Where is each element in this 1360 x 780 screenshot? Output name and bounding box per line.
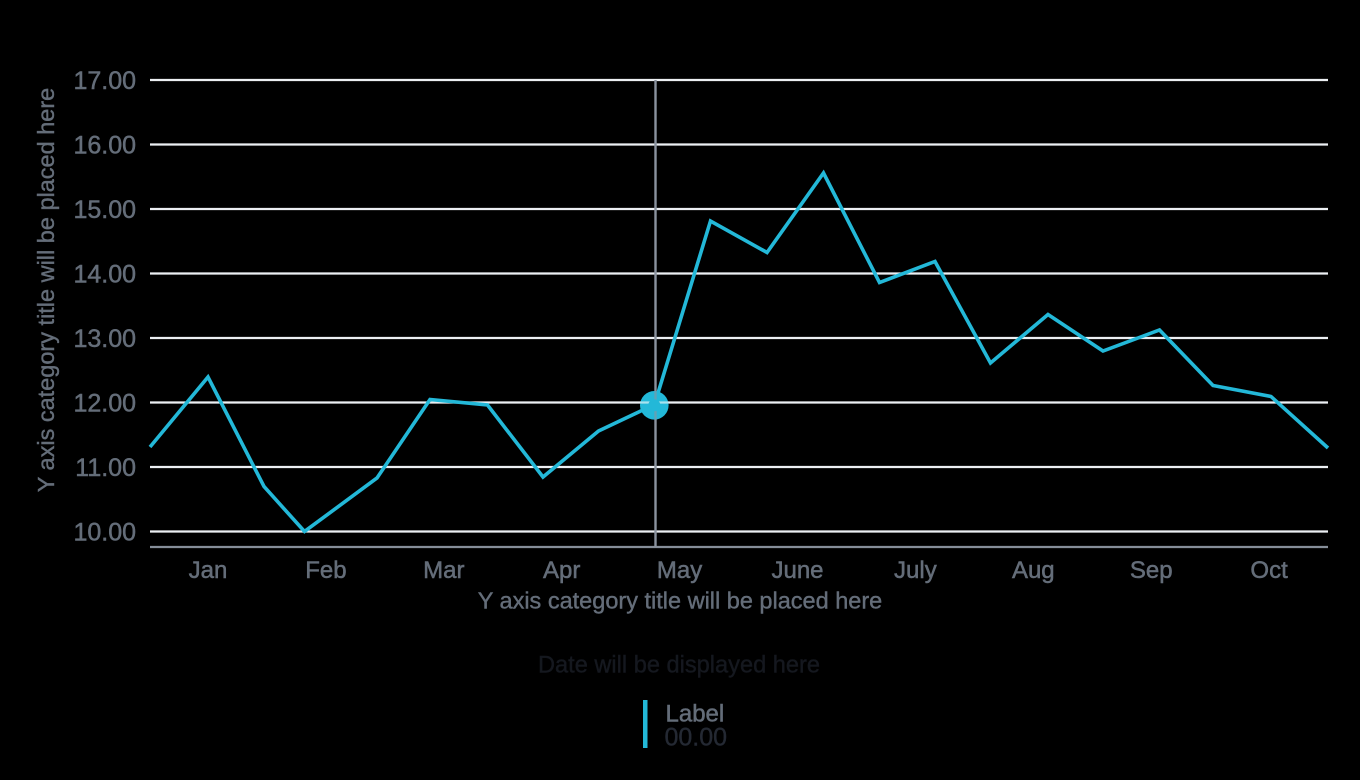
- svg-text:Y axis category title will be: Y axis category title will be placed her…: [478, 588, 883, 614]
- svg-text:17.00: 17.00: [73, 67, 136, 95]
- svg-text:Mar: Mar: [423, 557, 464, 584]
- svg-text:June: June: [771, 557, 823, 584]
- svg-text:16.00: 16.00: [73, 132, 136, 160]
- svg-text:Sep: Sep: [1130, 557, 1173, 584]
- svg-text:Oct: Oct: [1250, 557, 1288, 584]
- svg-text:Date will be displayed here: Date will be displayed here: [538, 653, 820, 679]
- svg-text:July: July: [894, 557, 937, 584]
- svg-text:12.00: 12.00: [73, 390, 136, 418]
- svg-text:Label: Label: [666, 701, 725, 728]
- svg-text:May: May: [657, 557, 702, 584]
- svg-text:00.00: 00.00: [665, 724, 728, 752]
- svg-text:15.00: 15.00: [73, 196, 136, 224]
- svg-text:10.00: 10.00: [73, 519, 136, 547]
- svg-text:Aug: Aug: [1012, 557, 1055, 584]
- svg-text:13.00: 13.00: [73, 325, 136, 353]
- svg-text:Feb: Feb: [305, 557, 346, 584]
- svg-text:11.00: 11.00: [75, 454, 136, 482]
- svg-text:Y axis category title will be: Y axis category title will be placed her…: [33, 88, 59, 493]
- svg-text:14.00: 14.00: [73, 261, 136, 289]
- svg-text:Apr: Apr: [543, 557, 580, 584]
- svg-text:Jan: Jan: [189, 557, 228, 584]
